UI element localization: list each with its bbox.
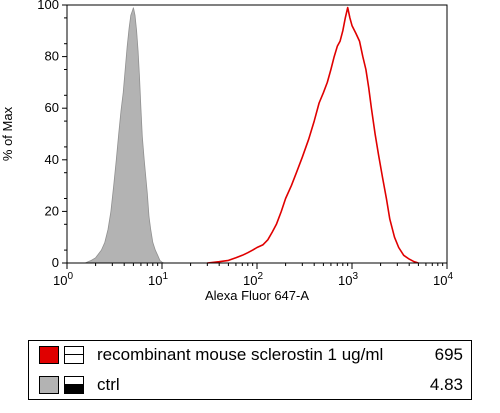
- legend-swatch-treated: [39, 346, 59, 364]
- x-tick-label: 100: [53, 271, 73, 288]
- x-axis-label: Alexa Fluor 647-A: [205, 288, 309, 303]
- x-tick-label: 103: [338, 271, 358, 288]
- y-tick-label: 80: [45, 49, 59, 64]
- x-tick-label: 104: [433, 271, 453, 288]
- x-tick-label: 102: [243, 271, 263, 288]
- legend-label-ctrl: ctrl: [97, 375, 120, 394]
- y-tick-label: 20: [45, 203, 59, 218]
- series-treated-curve: [207, 6, 419, 264]
- line-icon: [64, 346, 84, 364]
- y-tick-label: 60: [45, 100, 59, 115]
- series-ctrl-curve: [84, 7, 165, 264]
- filled-icon: [64, 376, 84, 394]
- y-axis-label: % of Max: [0, 106, 15, 161]
- y-tick-label: 100: [37, 0, 59, 12]
- legend-swatch-ctrl: [39, 376, 59, 394]
- x-tick-label: 101: [148, 271, 168, 288]
- histogram-chart: 0 20 40 60 80 100 100 101 102 103 104 Alexa Fluor …: [0, 0, 453, 303]
- legend: recombinant mouse sclerostin 1 ug/ml 695…: [28, 340, 472, 400]
- legend-value-ctrl: 4.83: [429, 375, 463, 394]
- y-tick-label: 0: [52, 255, 59, 270]
- y-tick-label: 40: [45, 152, 59, 167]
- legend-item-treated: recombinant mouse sclerostin 1 ug/ml 695: [39, 344, 463, 368]
- axis-ticks: 0 20 40 60 80 100 100 101 102 103 104: [37, 0, 453, 288]
- plot-area: [84, 6, 419, 264]
- legend-item-ctrl: ctrl 4.83: [39, 374, 463, 398]
- legend-label-treated: recombinant mouse sclerostin 1 ug/ml: [97, 345, 384, 364]
- legend-value-treated: 695: [434, 345, 463, 364]
